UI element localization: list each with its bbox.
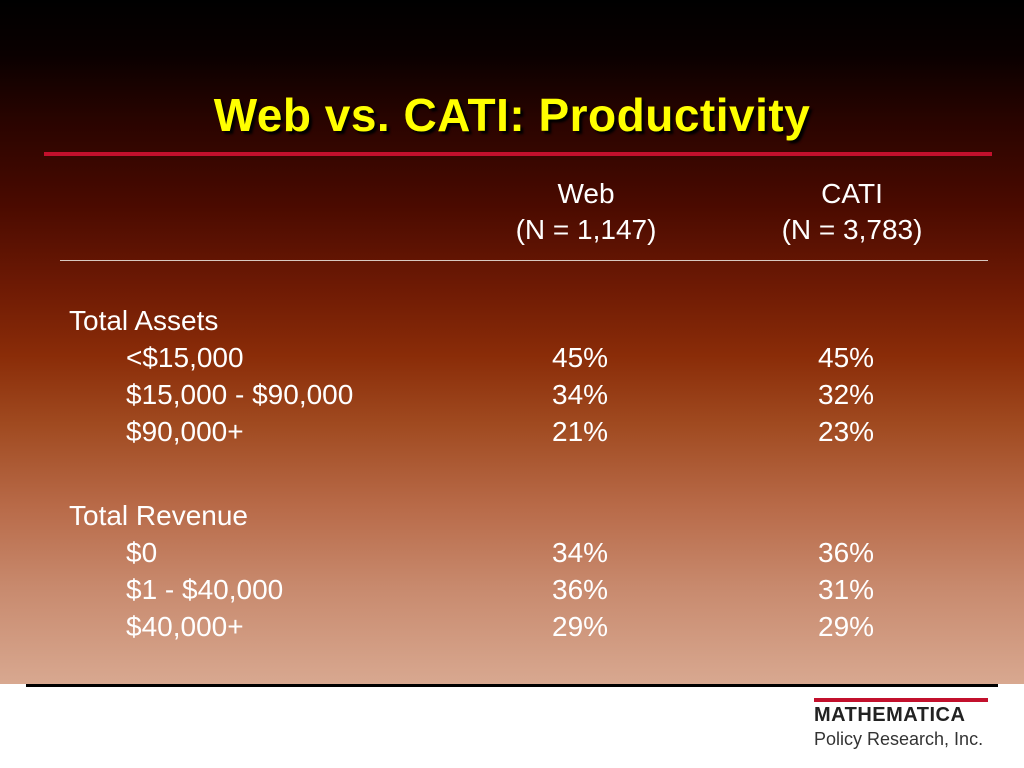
table-row: $0 34% 36% <box>0 534 1024 571</box>
table-row: $90,000+ 21% 23% <box>0 413 1024 450</box>
cati-value: 32% <box>818 379 875 410</box>
section-title: Total Revenue <box>0 497 1024 534</box>
column-header-cati-n: (N = 3,783) <box>781 214 923 245</box>
section-title: Total Assets <box>0 302 1024 339</box>
web-value: 21% <box>552 416 609 447</box>
footer-divider <box>26 684 998 687</box>
section-title-label: Total Assets <box>69 305 219 336</box>
logo-subtitle: Policy Research, Inc. <box>814 729 984 749</box>
web-value: 34% <box>552 379 609 410</box>
column-header-cati: CATI (N = 3,783) <box>752 176 952 248</box>
column-header-web-label: Web <box>557 178 615 209</box>
logo-name: MATHEMATICA <box>814 704 966 726</box>
cati-value: 36% <box>818 537 875 568</box>
web-value: 36% <box>552 574 609 605</box>
table-row: $1 - $40,000 36% 31% <box>0 571 1024 608</box>
cati-value: 45% <box>818 342 875 373</box>
section-title-label: Total Revenue <box>69 500 249 531</box>
row-label: $1 - $40,000 <box>126 574 284 605</box>
cati-value: 23% <box>818 416 875 447</box>
row-label: $40,000+ <box>126 611 244 642</box>
title-divider <box>44 152 992 156</box>
row-label: $90,000+ <box>126 416 244 447</box>
section-total-revenue: Total Revenue $0 34% 36% $1 - $40,000 36… <box>0 497 1024 645</box>
logo-accent-bar <box>814 698 988 702</box>
web-value: 29% <box>552 611 609 642</box>
column-header-web: Web (N = 1,147) <box>486 176 686 248</box>
web-value: 45% <box>552 342 609 373</box>
header-divider <box>60 260 988 261</box>
cati-value: 29% <box>818 611 875 642</box>
slide-background <box>0 0 1024 684</box>
row-label: $15,000 - $90,000 <box>126 379 354 410</box>
table-row: <$15,000 45% 45% <box>0 339 1024 376</box>
cati-value: 31% <box>818 574 875 605</box>
web-value: 34% <box>552 537 609 568</box>
row-label: <$15,000 <box>126 342 244 373</box>
table-row: $15,000 - $90,000 34% 32% <box>0 376 1024 413</box>
slide-title: Web vs. CATI: Productivity <box>213 89 811 141</box>
column-header-web-n: (N = 1,147) <box>515 214 657 245</box>
row-label: $0 <box>126 537 158 568</box>
column-header-cati-label: CATI <box>821 178 883 209</box>
table-row: $40,000+ 29% 29% <box>0 608 1024 645</box>
section-total-assets: Total Assets <$15,000 45% 45% $15,000 - … <box>0 302 1024 450</box>
